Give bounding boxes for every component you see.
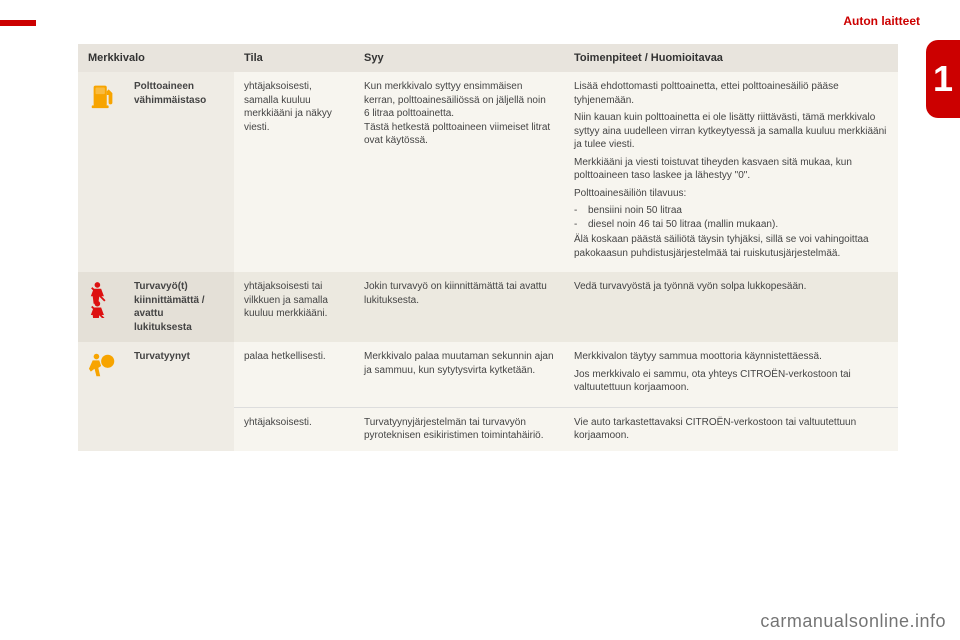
page-content: Merkkivalo Tila Syy Toimenpiteet / Huomi… <box>78 44 898 451</box>
fuel-icon <box>88 80 118 110</box>
row-syy-text: Kun merkkivalo syttyy ensimmäisen kerran… <box>364 81 550 146</box>
chapter-tab: 1 <box>926 40 960 118</box>
row-name: Polttoaineen vähimmäistaso <box>124 72 234 272</box>
toim-p: Niin kauan kuin polttoainetta ei ole lis… <box>574 111 888 152</box>
seatbelt-icon <box>88 280 118 318</box>
row-toim: Vie auto tarkastettavaksi CITROËN-verkos… <box>564 407 898 451</box>
row-syy: Jokin turvavyö on kiinnittämättä tai ava… <box>354 272 564 342</box>
th-toimenpiteet: Toimenpiteet / Huomioitavaa <box>564 44 898 72</box>
toim-li: diesel noin 46 tai 50 litraa (mallin muk… <box>574 218 888 232</box>
row-tila: yhtäjaksoisesti, samalla kuuluu merkkiää… <box>234 72 354 272</box>
row-tila: yhtäjaksoisesti tai vilkkuen ja samalla … <box>234 272 354 342</box>
toim-p: Jos merkkivalo ei sammu, ota yhteys CITR… <box>574 368 888 395</box>
toim-p: Polttoainesäiliön tilavuus: <box>574 187 888 201</box>
row-tila: palaa hetkellisesti. <box>234 342 354 407</box>
watermark: carmanualsonline.info <box>760 611 946 632</box>
row-name: Turvatyynyt <box>124 342 234 451</box>
toim-p: Lisää ehdottomasti polttoainetta, ettei … <box>574 80 888 107</box>
airbag-icon <box>88 350 118 380</box>
indicator-table: Merkkivalo Tila Syy Toimenpiteet / Huomi… <box>78 44 898 451</box>
row-syy: Turvatyynyjärjestelmän tai turvavyön pyr… <box>354 407 564 451</box>
table-row: Polttoaineen vähimmäistaso yhtäjaksoises… <box>78 72 898 272</box>
toim-p: Merkkivalon täytyy sammua moottoria käyn… <box>574 350 888 364</box>
table-row: Turvatyynyt palaa hetkellisesti. Merkkiv… <box>78 342 898 407</box>
th-merkkivalo: Merkkivalo <box>78 44 234 72</box>
row-toim: Lisää ehdottomasti polttoainetta, ettei … <box>564 72 898 272</box>
toim-p: Älä koskaan päästä säiliötä täysin tyhjä… <box>574 233 888 260</box>
table-row: Turvavyö(t) kiinnittämättä / avattu luki… <box>78 272 898 342</box>
row-toim: Merkkivalon täytyy sammua moottoria käyn… <box>564 342 898 407</box>
toim-li: bensiini noin 50 litraa <box>574 204 888 218</box>
chapter-number: 1 <box>933 58 953 100</box>
th-syy: Syy <box>354 44 564 72</box>
row-toim: Vedä turvavyöstä ja työnnä vyön solpa lu… <box>564 272 898 342</box>
red-accent-bar <box>0 20 36 26</box>
row-name: Turvavyö(t) kiinnittämättä / avattu luki… <box>124 272 234 342</box>
row-syy: Merkkivalo palaa muutaman sekunnin ajan … <box>354 342 564 407</box>
th-tila: Tila <box>234 44 354 72</box>
toim-p: Merkkiääni ja viesti toistuvat tiheyden … <box>574 156 888 183</box>
row-tila: yhtäjaksoisesti. <box>234 407 354 451</box>
row-syy: Kun merkkivalo syttyy ensimmäisen kerran… <box>354 72 564 272</box>
section-title: Auton laitteet <box>843 14 920 28</box>
